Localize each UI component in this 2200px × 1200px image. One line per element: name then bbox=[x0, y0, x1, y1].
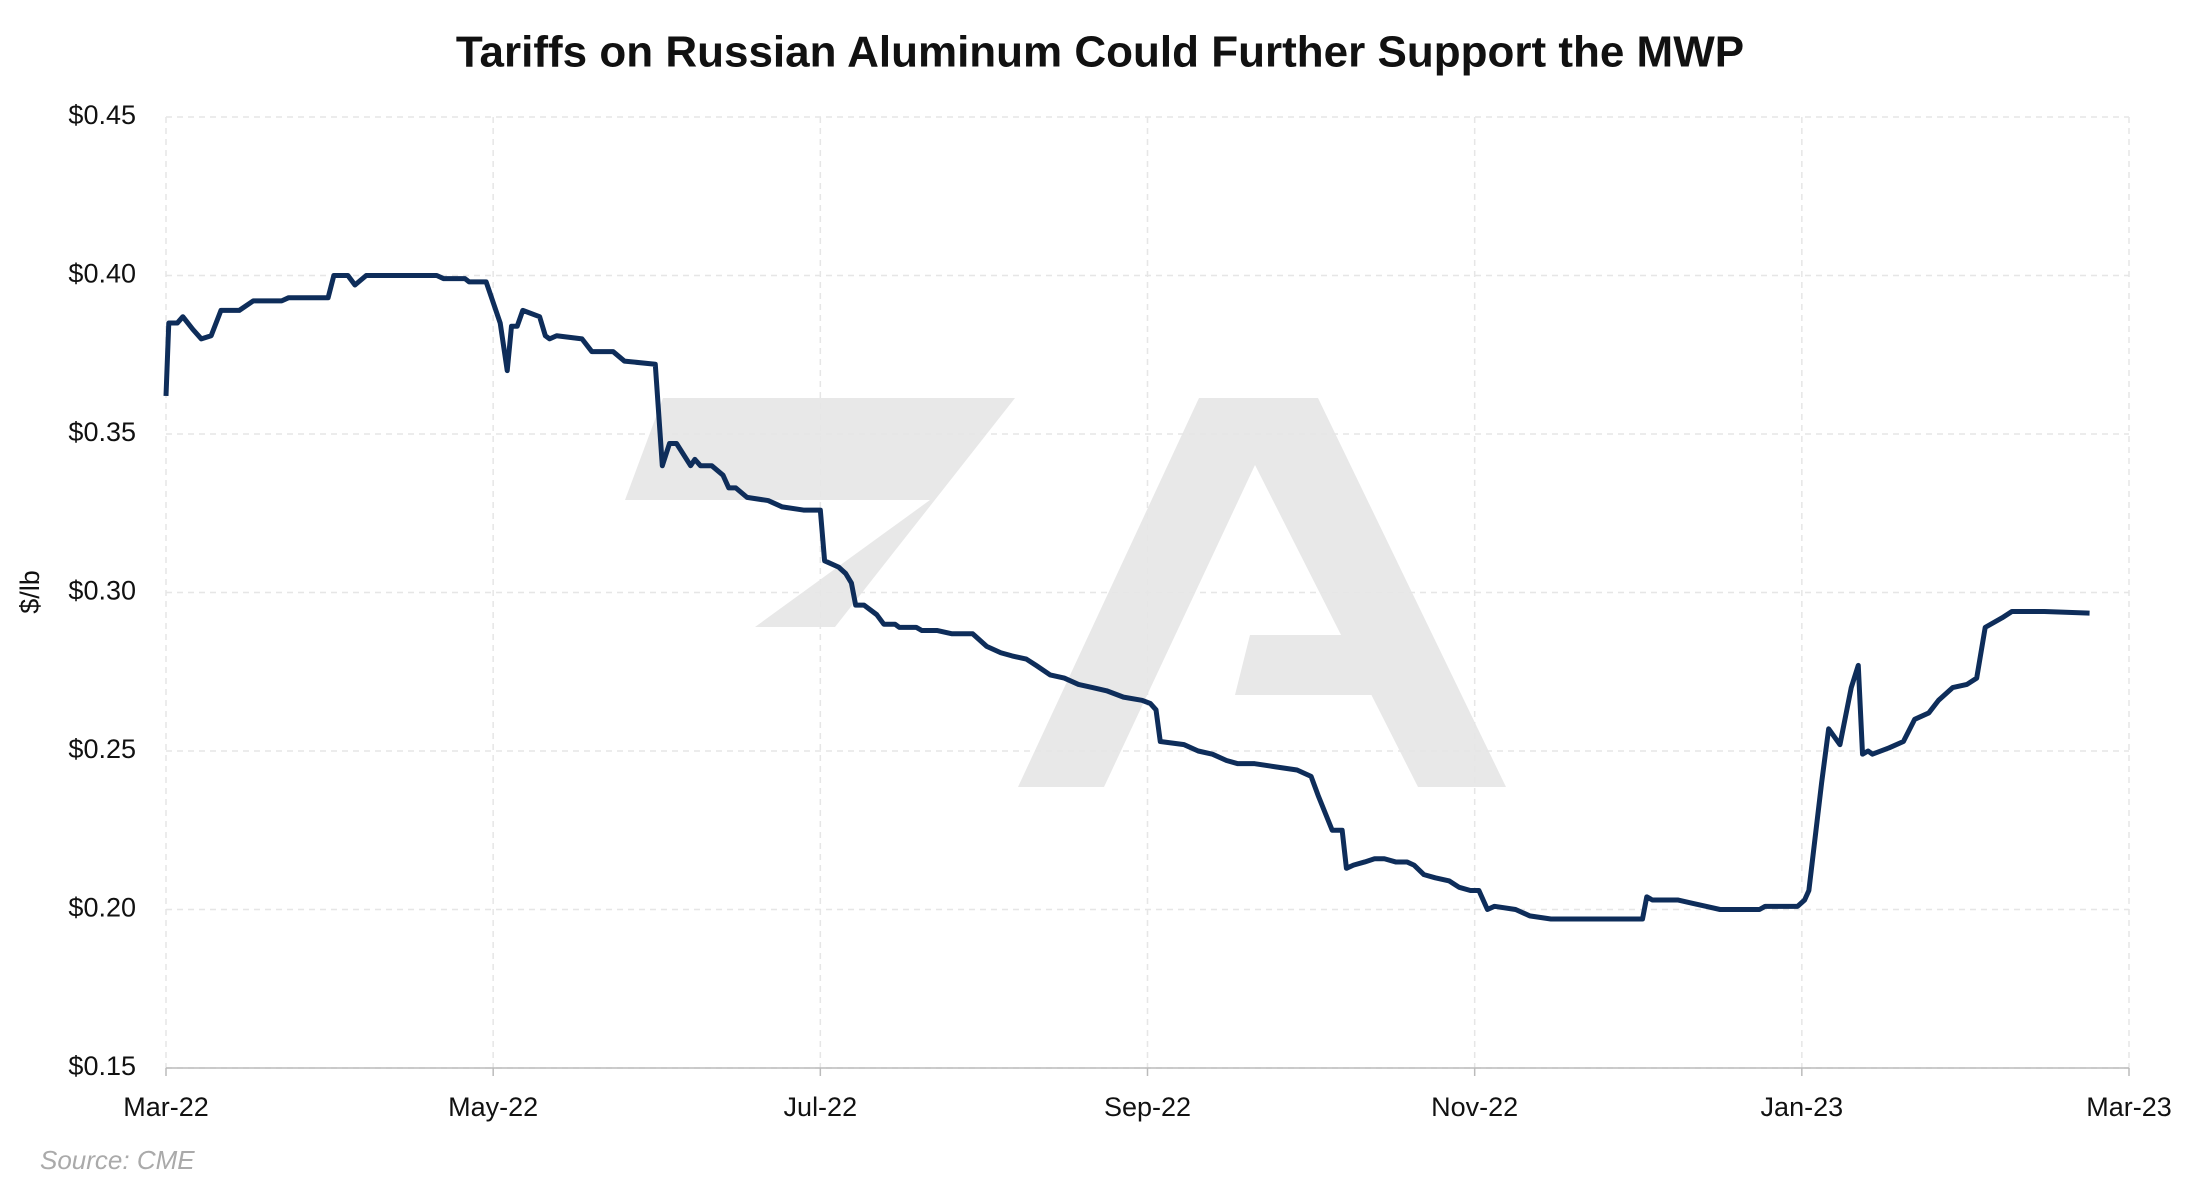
watermark-a-bar bbox=[1235, 635, 1410, 695]
x-tick-label: Mar-22 bbox=[123, 1092, 209, 1122]
chart-title: Tariffs on Russian Aluminum Could Furthe… bbox=[456, 28, 1744, 77]
watermark bbox=[625, 398, 1506, 787]
y-tick-label: $0.15 bbox=[68, 1051, 136, 1081]
y-tick-label: $0.40 bbox=[68, 259, 136, 289]
y-axis-label: $/lb bbox=[15, 570, 45, 614]
x-tick-label: Jan-23 bbox=[1761, 1092, 1844, 1122]
grid bbox=[165, 116, 2130, 1069]
watermark-z bbox=[625, 398, 1015, 627]
x-tick-label: Mar-23 bbox=[2086, 1092, 2172, 1122]
y-tick-label: $0.30 bbox=[68, 576, 136, 606]
x-tick-label: May-22 bbox=[448, 1092, 538, 1122]
x-tick-label: Sep-22 bbox=[1104, 1092, 1191, 1122]
y-tick-label: $0.35 bbox=[68, 417, 136, 447]
y-tick-label: $0.25 bbox=[68, 734, 136, 764]
data-line bbox=[163, 273, 2090, 922]
x-tick-label: Nov-22 bbox=[1431, 1092, 1518, 1122]
y-tick-label: $0.20 bbox=[68, 893, 136, 923]
x-tick-label: Jul-22 bbox=[784, 1092, 858, 1122]
y-tick-label: $0.45 bbox=[68, 100, 136, 130]
source: Source: CME bbox=[40, 1145, 195, 1175]
